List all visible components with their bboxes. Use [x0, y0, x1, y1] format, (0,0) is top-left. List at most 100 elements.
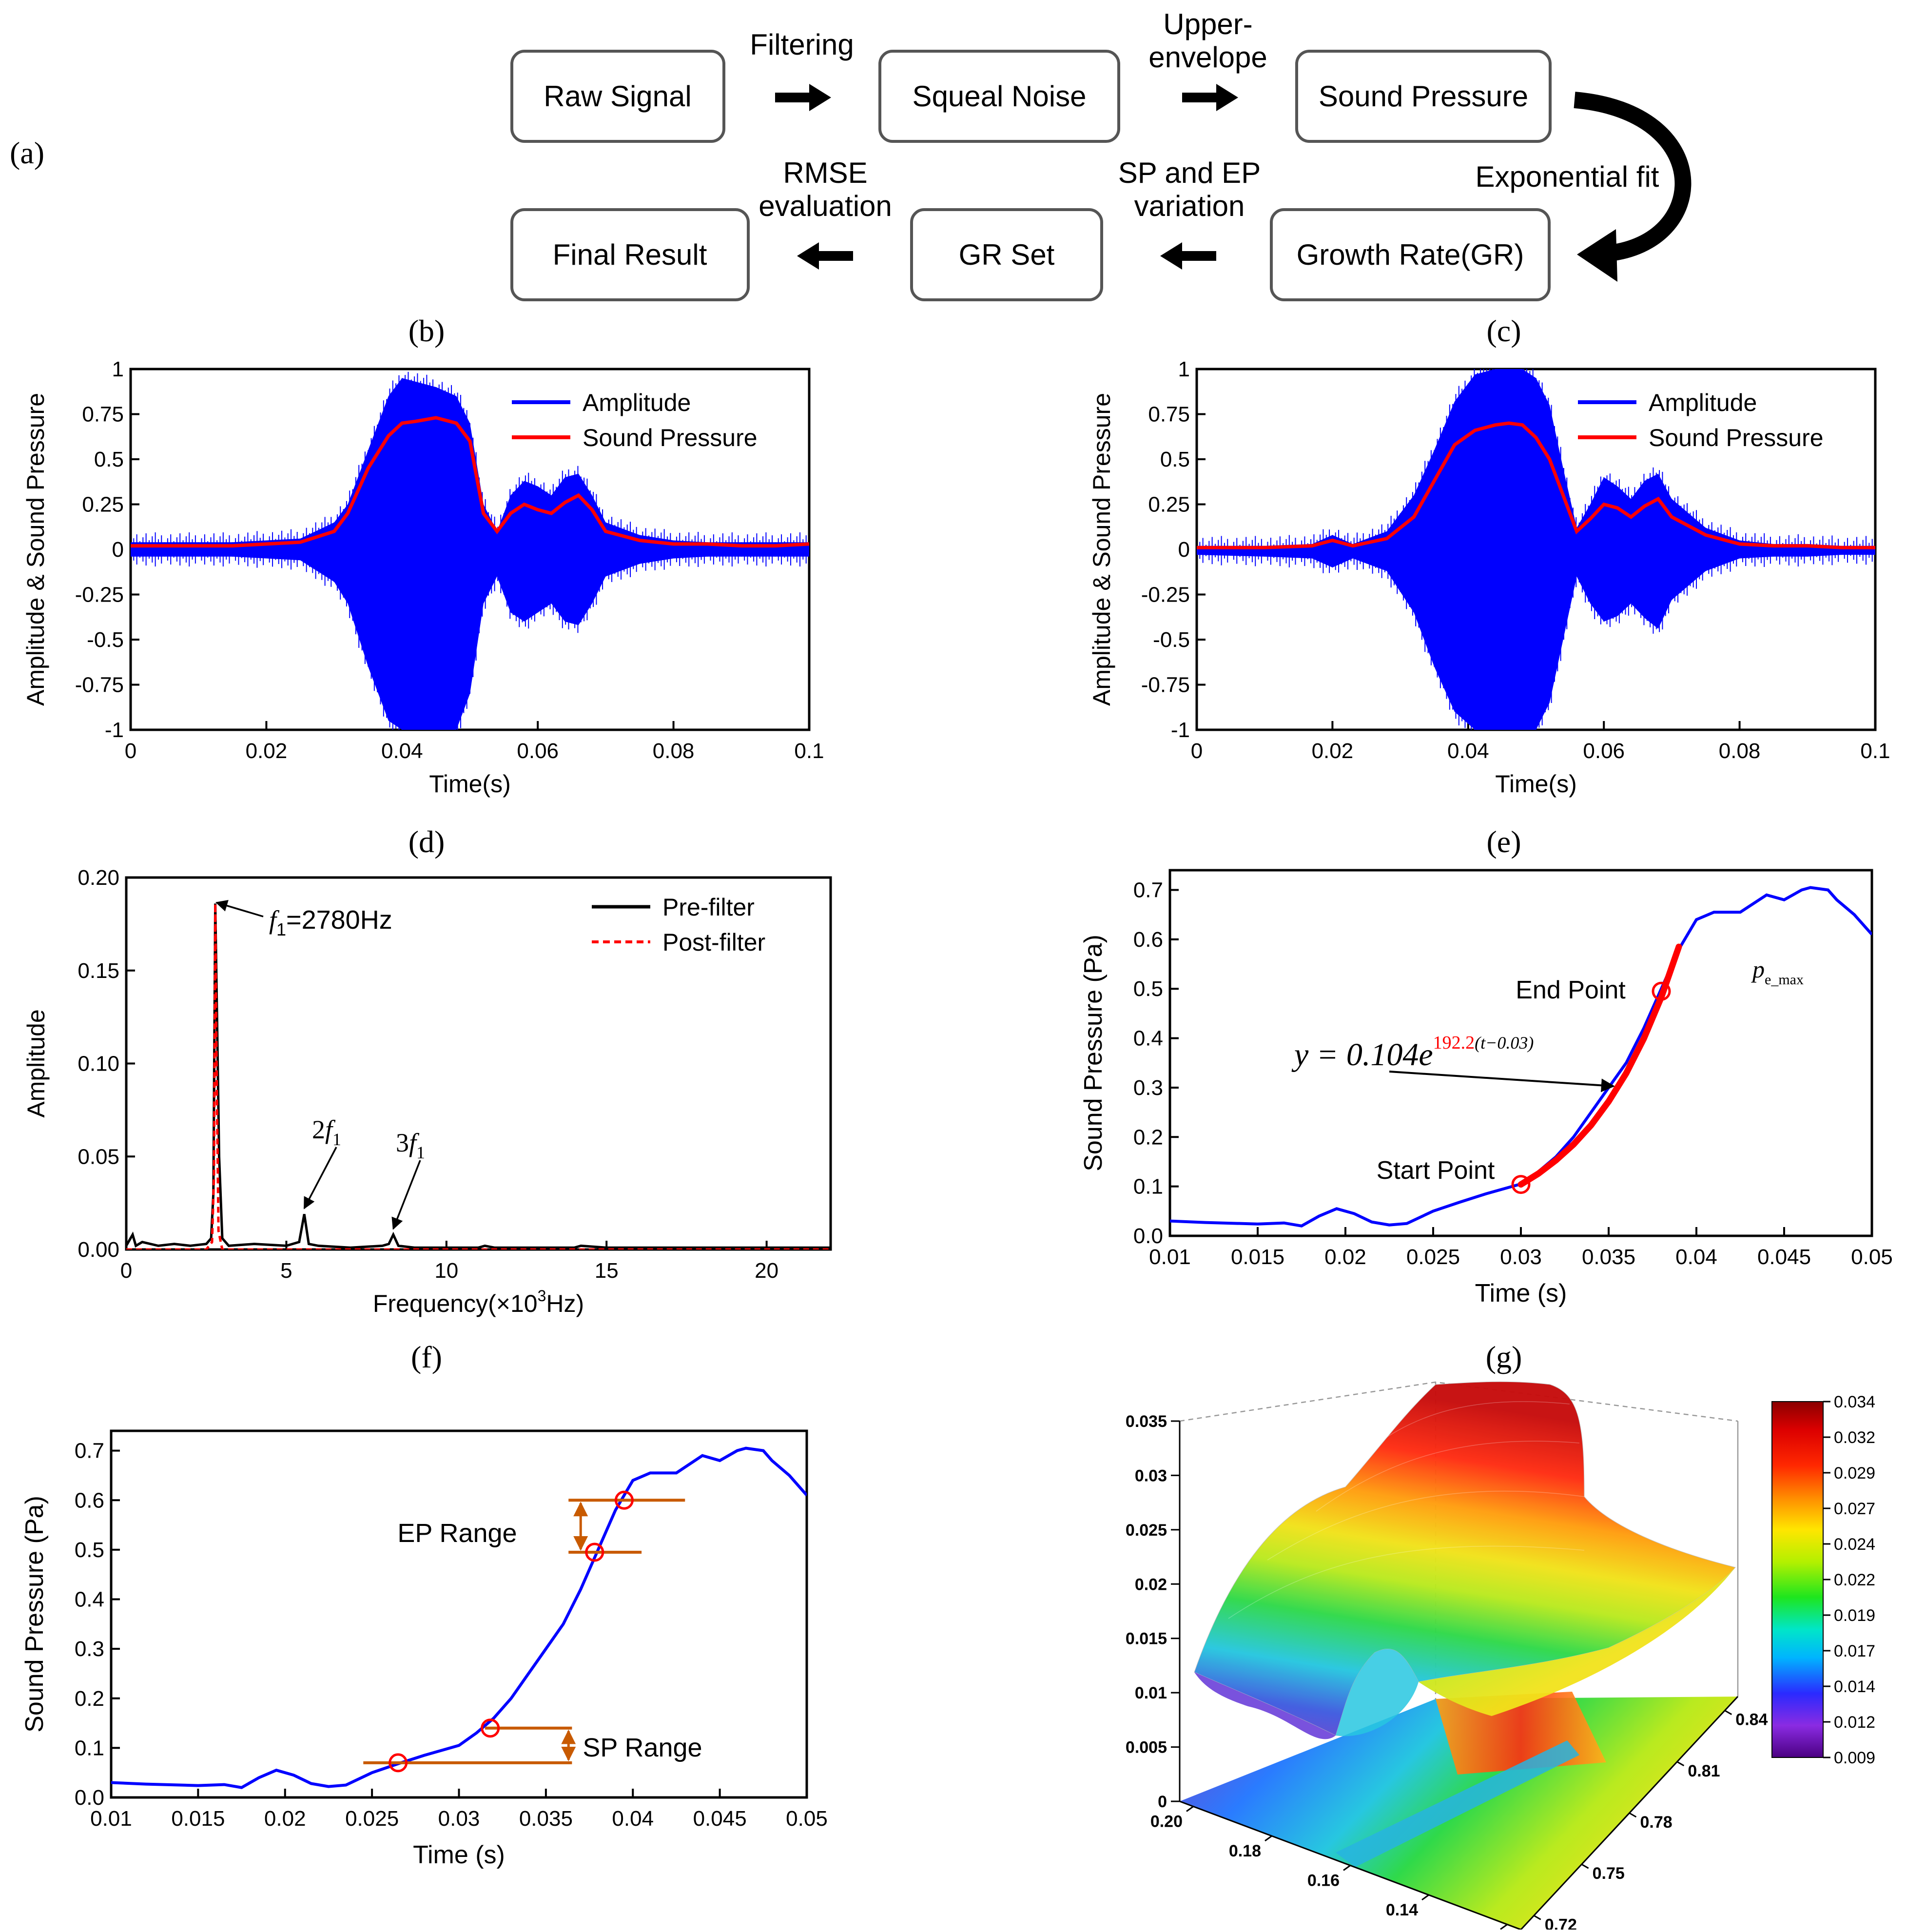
sp-tick-label: 0.16	[1307, 1872, 1340, 1890]
y-tick-label: -0.25	[1141, 583, 1190, 607]
flow-box-squeal-label: Squeal Noise	[913, 80, 1087, 113]
z-tick-label: 0.025	[1126, 1521, 1167, 1540]
pe-max-symbol: p	[1751, 956, 1765, 983]
start-point-marker	[1511, 1175, 1531, 1194]
x-tick-label: 0.03	[438, 1807, 480, 1831]
flow-label-spep-1: SP and EP	[1118, 156, 1261, 189]
legend-label-sound-pressure: Sound Pressure	[1649, 424, 1824, 451]
panel-label-d: (d)	[408, 824, 445, 859]
y-tick-label: -1	[1171, 718, 1190, 742]
flow-box-final-label: Final Result	[553, 238, 707, 271]
ep-tick-mark	[1629, 1812, 1637, 1818]
y-axis-label: Sound Pressure (Pa)	[1079, 935, 1108, 1171]
y-tick-label: -0.75	[1141, 673, 1190, 697]
y-tick-label: 0.05	[78, 1145, 119, 1169]
ep-tick-label: 0.72	[1545, 1915, 1577, 1930]
colorbar-tick-label: 0.029	[1834, 1464, 1875, 1483]
flow-arrow-curve-head	[1577, 229, 1617, 282]
x-tick-label: 20	[755, 1259, 778, 1283]
annotation-3f1-sub: 1	[416, 1143, 425, 1162]
y-tick-label: 0.10	[78, 1052, 119, 1076]
sound-pressure-line	[1170, 886, 1872, 1228]
y-tick-label: 0.2	[1133, 1125, 1163, 1149]
flow-label-spep-2: variation	[1134, 190, 1245, 222]
surface-left-dip	[1194, 1672, 1336, 1739]
y-tick-label: 0	[112, 538, 124, 562]
x-tick-label: 0.035	[519, 1807, 573, 1831]
x-tick-label: 0.02	[246, 739, 288, 763]
annotation-f1: f1=2780Hz	[269, 905, 392, 939]
y-tick-label: 0.3	[1133, 1076, 1163, 1100]
x-tick-label: 0	[125, 739, 136, 763]
y-tick-label: 0.5	[75, 1538, 104, 1562]
y-tick-label: 0.2	[75, 1687, 104, 1711]
plot-frame	[110, 1429, 808, 1799]
annotation-3f1-arrow	[391, 1160, 421, 1230]
y-tick-label: 0.5	[94, 448, 124, 471]
y-tick-label: 0.7	[1133, 878, 1163, 902]
y-axis-label: Amplitude & Sound Pressure	[1088, 393, 1115, 706]
flow-box-grset-label: GR Set	[959, 238, 1055, 271]
flow-label-upper-2: envelope	[1148, 41, 1267, 74]
y-tick-label: 0.4	[1133, 1027, 1163, 1051]
exponential-fit-line	[1517, 943, 1682, 1188]
flow-box-grset: GR Set	[910, 208, 1103, 301]
flow-label-filtering: Filtering	[750, 28, 854, 61]
range-point-marker	[585, 1542, 604, 1562]
x-tick-label: 0.1	[1860, 739, 1890, 763]
end-point-marker	[1652, 981, 1671, 1001]
x-tick-label: 0.06	[517, 739, 559, 763]
x-tick-label: 10	[434, 1259, 458, 1283]
ep-tick-mark	[1724, 1710, 1732, 1715]
x-tick-label: 0.01	[1149, 1245, 1191, 1269]
chart-panel-b: 0 0.02 0.04 0.06 0.08 0.1 -1 -0.75 -0.5 -0.25 0 0.2…	[22, 357, 824, 798]
x-tick-label: 0.04	[1675, 1245, 1717, 1269]
y-tick-label: 0.7	[75, 1439, 104, 1463]
ep-tick-label: 0.75	[1593, 1864, 1625, 1883]
x-tick-label: 0.025	[1406, 1245, 1460, 1269]
ep-tick-mark	[1676, 1761, 1685, 1767]
y-tick-label: 0.4	[75, 1588, 104, 1612]
y-tick-label: -0.25	[75, 583, 124, 607]
flow-label-upper-1: Upper-	[1163, 8, 1252, 40]
colorbar-tick-label: 0.017	[1834, 1642, 1875, 1660]
sound-pressure-line	[111, 1446, 807, 1789]
x-tick-label: 0.02	[1312, 739, 1354, 763]
ep-axis: 0.72 0.75 0.78 0.81 0.84	[1520, 1696, 1768, 1932]
y-tick-label: 1	[1178, 357, 1190, 381]
range-point-marker	[481, 1718, 500, 1738]
x-tick-label: 0.05	[786, 1807, 828, 1831]
flow-box-final: Final Result	[510, 208, 750, 301]
y-tick-label: 0.00	[78, 1238, 119, 1262]
sound-pressure-line	[131, 416, 809, 548]
flow-box-raw: Raw Signal	[510, 50, 725, 143]
colorbar-tick-label: 0.022	[1834, 1571, 1875, 1589]
colorbar-tick-label: 0.019	[1834, 1606, 1875, 1625]
chart-panel-f: 0.01 0.015 0.02 0.025 0.03 0.035 0.04 0.045 0.05…	[20, 1429, 828, 1869]
y-tick-label: 1	[112, 357, 124, 381]
annotation-arrow-f1	[215, 899, 264, 917]
annotation-f1-sub: 1	[276, 919, 286, 939]
x-axis-label-main: Frequency(×10	[373, 1290, 538, 1317]
x-tick-label: 0.045	[693, 1807, 747, 1831]
ep-range-label: EP Range	[397, 1519, 517, 1548]
panel-label-g: (g)	[1486, 1340, 1522, 1374]
sp-range-label: SP Range	[583, 1733, 702, 1762]
flow-box-growth: Growth Rate(GR)	[1270, 208, 1551, 301]
flow-box-sound: Sound Pressure	[1295, 50, 1552, 143]
range-point-marker	[389, 1753, 408, 1773]
fit-equation: y = 0.104e192.2(t−0.03)	[1291, 1033, 1534, 1073]
z-tick-label: 0	[1158, 1793, 1167, 1811]
x-tick-label: 0.06	[1583, 739, 1625, 763]
ep-tick-label: 0.81	[1688, 1762, 1720, 1780]
x-axis-label: Time (s)	[1475, 1279, 1567, 1308]
y-tick-label: 0.5	[1133, 977, 1163, 1001]
z-tick-label: 0.03	[1135, 1466, 1167, 1485]
y-tick-label: 0.25	[1148, 493, 1190, 517]
legend-label-prefilter: Pre-filter	[662, 894, 755, 921]
legend-label-amplitude: Amplitude	[583, 389, 691, 416]
x-tick-label: 0.045	[1757, 1245, 1811, 1269]
fit-equation-rate: 192.2	[1433, 1033, 1475, 1053]
end-point-label: End Point	[1516, 976, 1626, 1004]
